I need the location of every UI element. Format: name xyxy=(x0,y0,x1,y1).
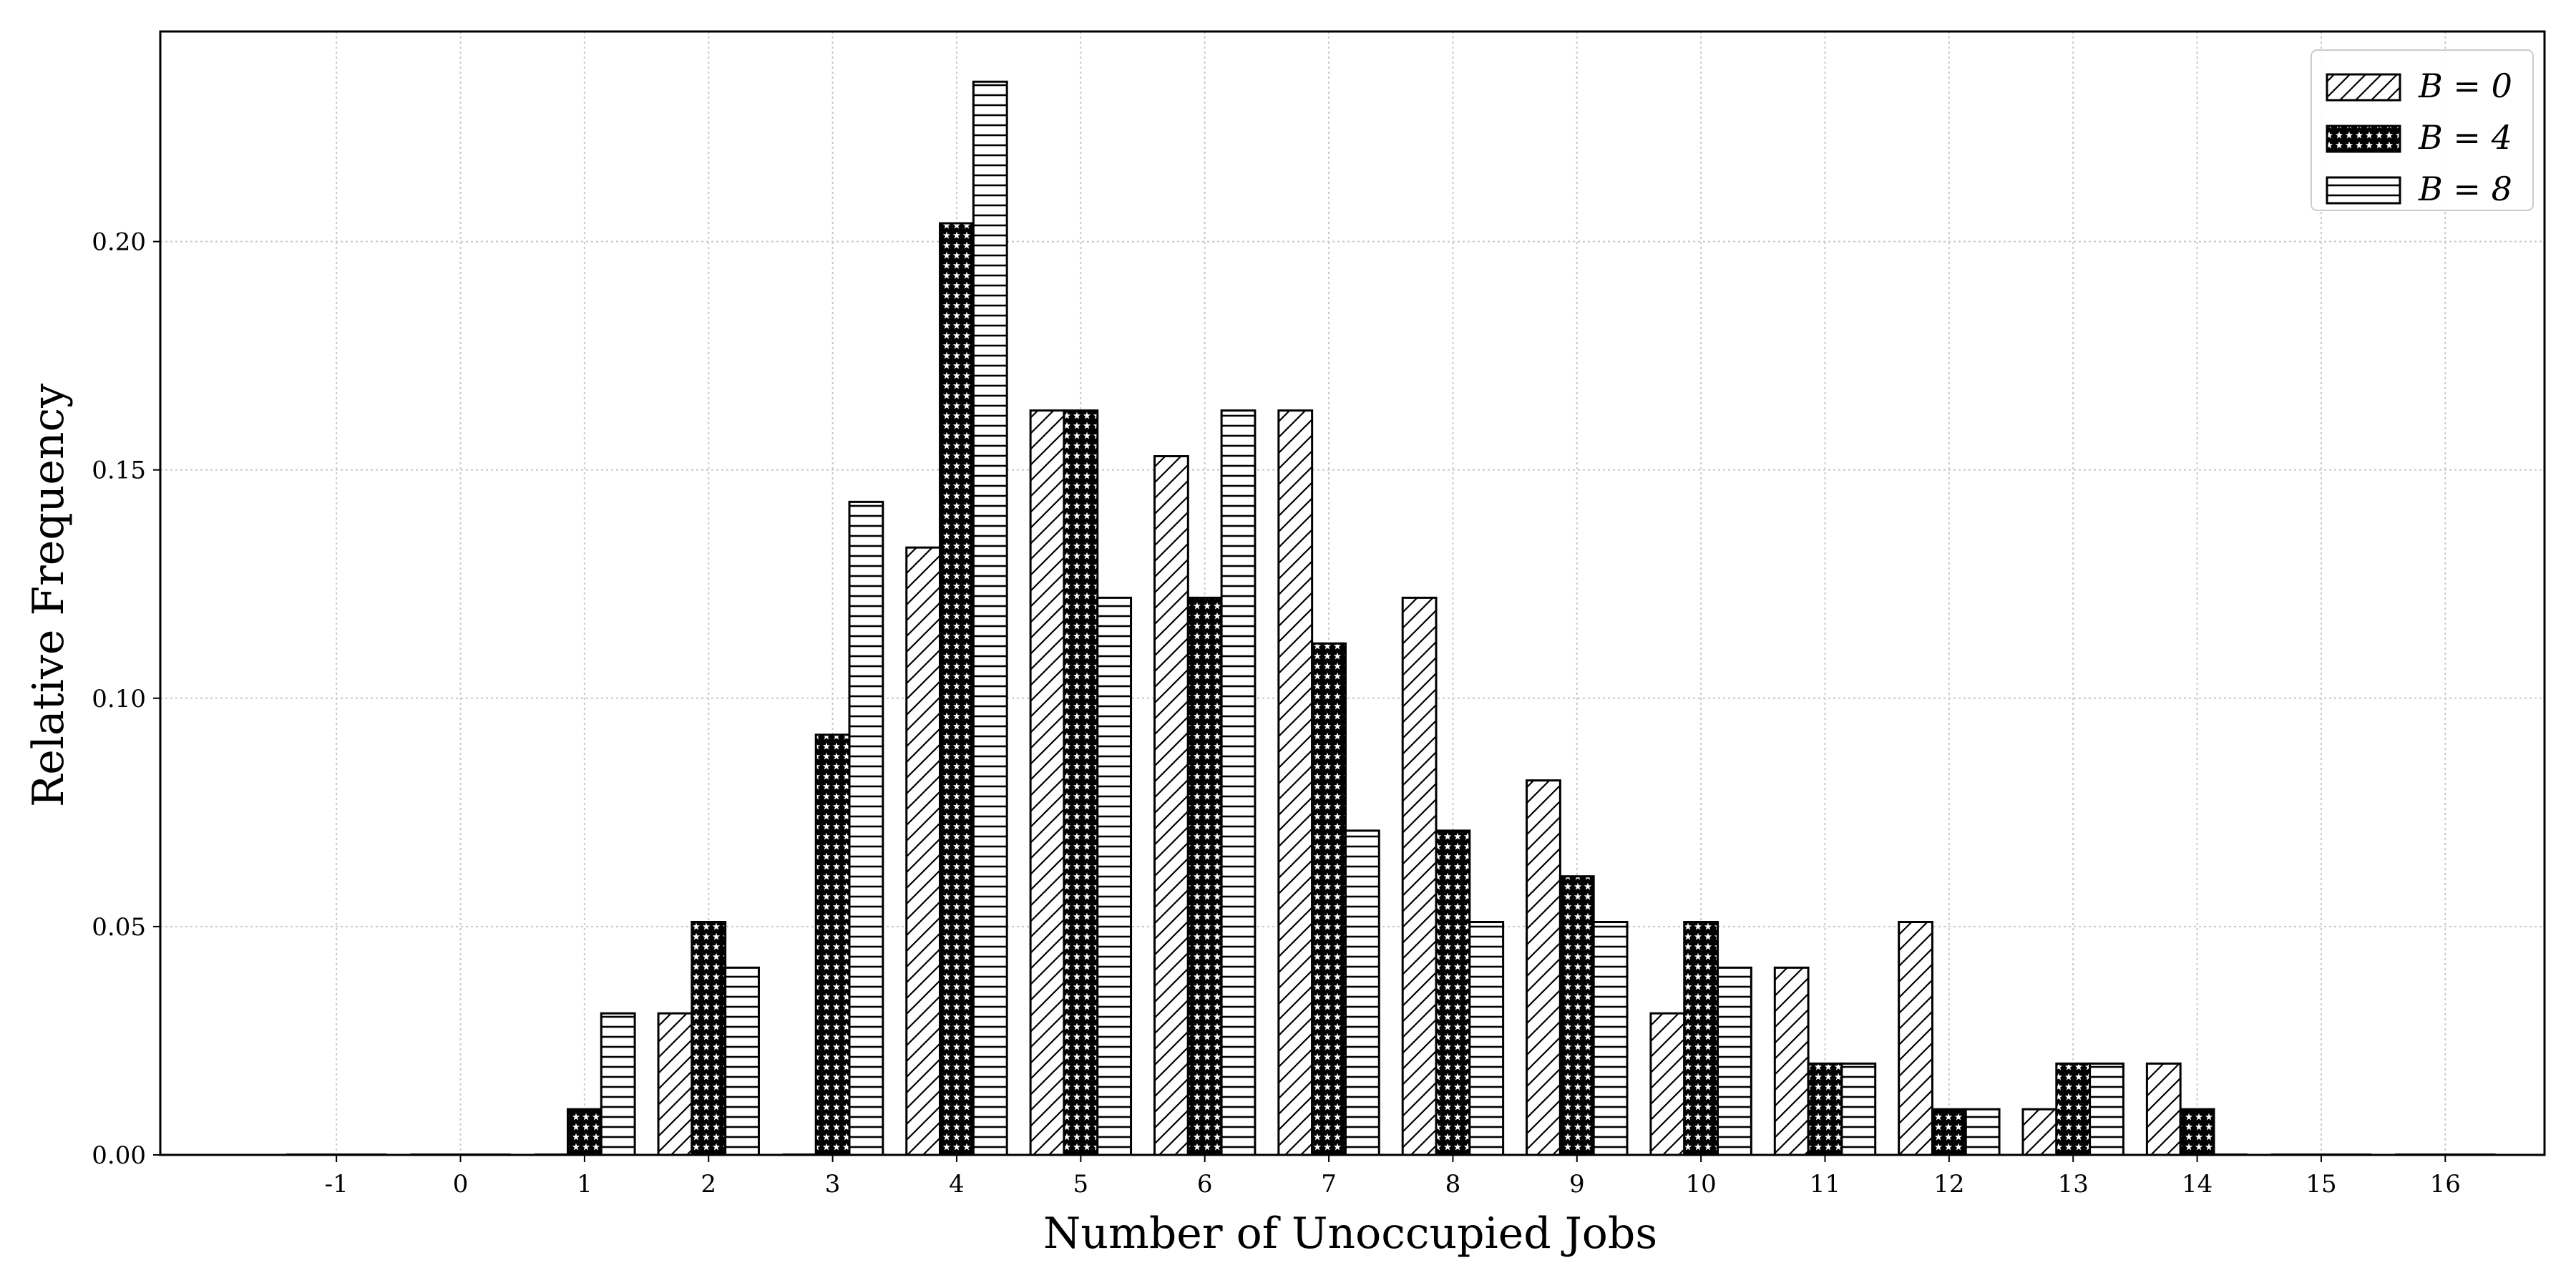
x-tick-label: 11 xyxy=(1810,1170,1840,1199)
bar-series-2 xyxy=(1558,875,1595,1156)
bar-series-2 xyxy=(1063,409,1099,1156)
bar-series-1 xyxy=(1029,409,1065,1156)
x-tick-label: 7 xyxy=(1321,1170,1337,1199)
bar-series-2 xyxy=(1931,1108,1967,1156)
bar-series-1 xyxy=(657,1012,693,1156)
bar-series-2 xyxy=(1807,1062,1843,1156)
bar-series-1 xyxy=(2021,1108,2058,1156)
bar-series-1 xyxy=(1277,409,1314,1156)
x-tick-label: 14 xyxy=(2182,1170,2212,1199)
bar-series-2 xyxy=(1683,921,1719,1156)
y-tick-label: 0.15 xyxy=(92,457,146,485)
bar-series-2 xyxy=(1435,829,1471,1156)
y-axis-label: Relative Frequency xyxy=(24,384,74,807)
bar-series-3 xyxy=(1468,921,1505,1156)
legend: B = 0 B = 4 B = 8 xyxy=(2311,49,2534,211)
bar-series-3 xyxy=(1220,409,1257,1156)
x-tick-label: 15 xyxy=(2306,1170,2336,1199)
legend-swatch-3 xyxy=(2326,176,2401,205)
bar-series-1 xyxy=(1526,779,1561,1156)
bar-series-1 xyxy=(2145,1062,2182,1156)
bar-series-1 xyxy=(1153,455,1189,1156)
y-tick-label: 0.10 xyxy=(92,685,146,713)
x-tick-label: -1 xyxy=(325,1170,348,1199)
bar-series-3 xyxy=(724,966,760,1156)
x-axis-label: Number of Unoccupied Jobs xyxy=(1043,1209,1657,1259)
bar-series-3 xyxy=(848,500,884,1156)
x-tick-label: 5 xyxy=(1073,1170,1089,1199)
x-tick-label: 13 xyxy=(2058,1170,2089,1199)
bar-series-2 xyxy=(566,1108,602,1156)
bar-series-2 xyxy=(2179,1108,2215,1156)
x-tick-label: 3 xyxy=(825,1170,841,1199)
y-tick-label: 0.20 xyxy=(92,228,146,257)
x-tick-label: 8 xyxy=(1445,1170,1461,1199)
legend-label-1: B = 0 xyxy=(2418,67,2512,105)
y-tick-label: 0.00 xyxy=(92,1141,146,1170)
x-tick-label: 4 xyxy=(949,1170,965,1199)
x-tick-label: 9 xyxy=(1569,1170,1585,1199)
bar-series-1 xyxy=(905,546,942,1156)
bar-series-1 xyxy=(1773,966,1810,1156)
plot-frame xyxy=(159,30,2546,1156)
x-tick-label: 2 xyxy=(701,1170,716,1199)
x-tick-label: 0 xyxy=(453,1170,469,1199)
x-tick-label: 10 xyxy=(1686,1170,1717,1199)
bar-series-3 xyxy=(1717,966,1752,1156)
bar-series-2 xyxy=(814,733,851,1156)
bar-series-1 xyxy=(1401,596,1438,1156)
bar-series-3 xyxy=(600,1012,636,1156)
bar-series-3 xyxy=(1592,921,1629,1156)
legend-swatch-1 xyxy=(2326,73,2401,102)
bar-series-1 xyxy=(1898,921,1933,1156)
bar-series-3 xyxy=(1096,596,1133,1156)
x-axis: -1 0 1 2 3 4 5 6 7 8 9 10 11 12 13 14 15 16 xyxy=(325,1155,2461,1199)
bar-series-3 xyxy=(972,80,1008,1156)
bar-series-2 xyxy=(691,921,727,1156)
bar-series-1 xyxy=(1649,1012,1686,1156)
y-tick-label: 0.05 xyxy=(92,913,146,942)
bar-series-3 xyxy=(1840,1062,1877,1156)
bar-series-3 xyxy=(1964,1108,2001,1156)
x-tick-label: 6 xyxy=(1197,1170,1213,1199)
legend-label-2: B = 4 xyxy=(2418,118,2512,157)
bar-series-2 xyxy=(2055,1062,2092,1156)
bars xyxy=(286,80,2496,1156)
bar-series-2 xyxy=(1311,642,1347,1156)
x-tick-label: 12 xyxy=(1933,1170,1964,1199)
bar-series-3 xyxy=(2089,1062,2124,1156)
x-tick-label: 16 xyxy=(2430,1170,2461,1199)
bar-series-2 xyxy=(939,222,975,1156)
legend-label-3: B = 8 xyxy=(2418,170,2512,208)
legend-swatch-2 xyxy=(2326,125,2401,153)
x-tick-label: 1 xyxy=(577,1170,592,1199)
y-axis: 0.00 0.05 0.10 0.15 0.20 xyxy=(92,228,160,1170)
bar-series-2 xyxy=(1186,596,1223,1156)
bar-series-3 xyxy=(1344,829,1380,1156)
